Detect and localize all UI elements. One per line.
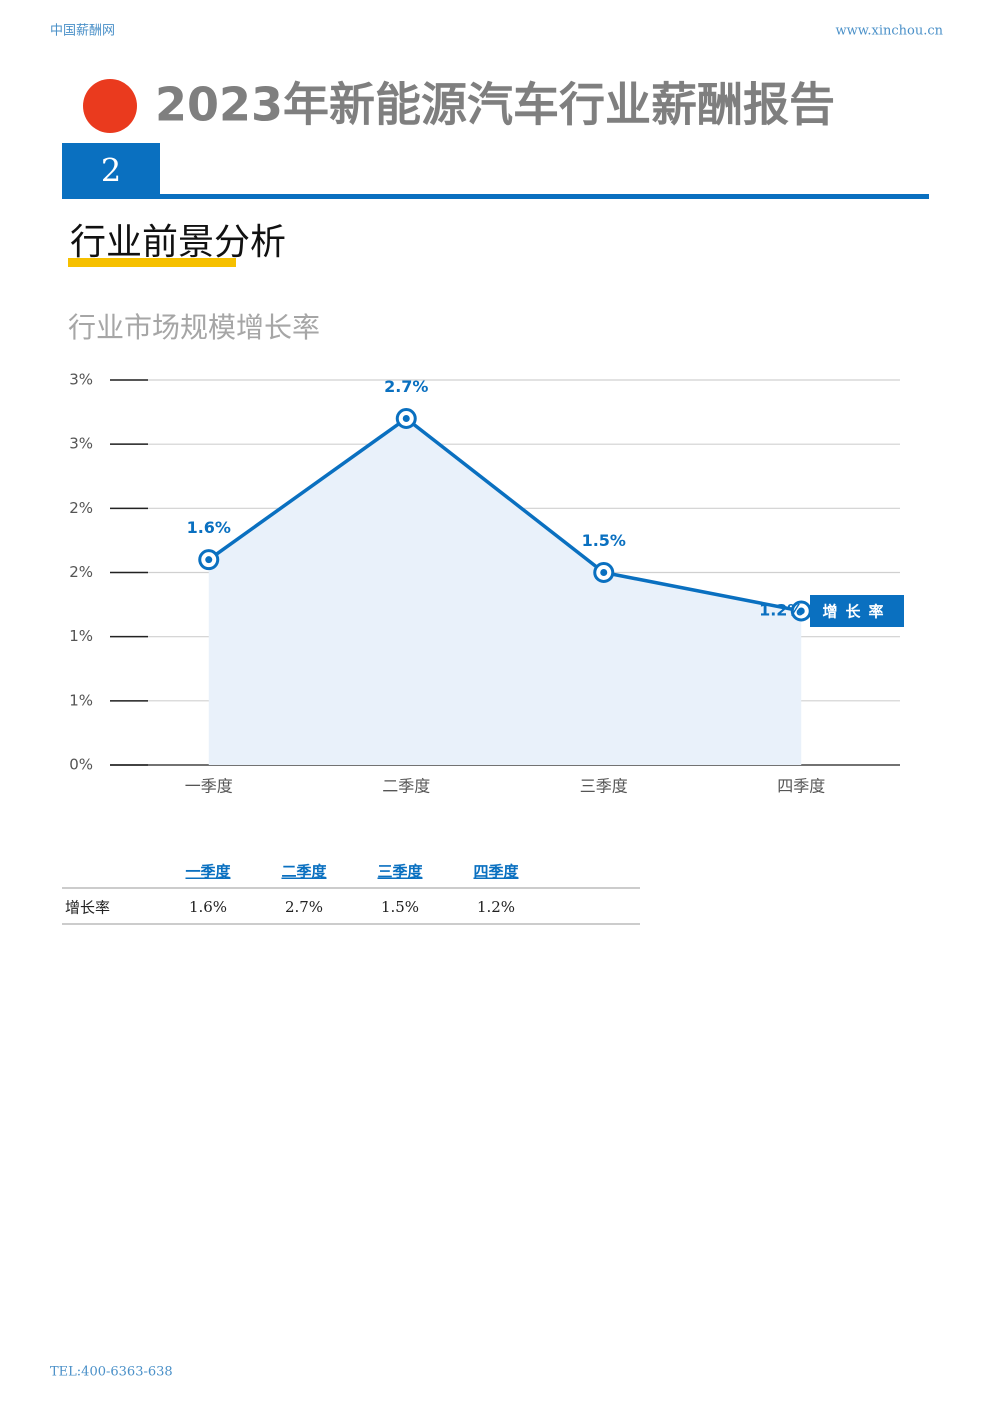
header-right: www.xinchou.cn (836, 24, 944, 39)
data-label: 1.5% (582, 531, 626, 550)
chart-title: 行业市场规模增长率 (68, 311, 320, 344)
section-heading: 行业前景分析 (70, 222, 286, 263)
y-tick-label: 3% (69, 435, 93, 453)
table-cell: 1.6% (189, 898, 227, 916)
line (207, 416, 802, 613)
section-number: 2 (101, 152, 121, 190)
x-tick-label: 二季度 (382, 777, 430, 796)
legend-label: 增长率 (822, 603, 891, 621)
y-tick-label: 1% (69, 691, 93, 709)
marker-dot (205, 556, 213, 564)
title-dot (83, 79, 137, 133)
table-cell: 1.2% (477, 898, 515, 916)
y-tick-label: 0% (69, 756, 93, 774)
table-cell: 1.5% (381, 898, 419, 916)
section-rule (62, 194, 929, 199)
y-tick-label: 2% (69, 499, 93, 517)
legend-box (810, 595, 904, 627)
table-header: 一季度 (185, 863, 231, 881)
y-tick-label: 2% (69, 563, 93, 581)
area (208, 418, 802, 765)
x-tick-label: 三季度 (580, 777, 628, 796)
x-tick-label: 四季度 (777, 777, 825, 796)
marker-dot (797, 607, 805, 615)
table-cell: 增长率 (65, 899, 110, 917)
marker-dot (600, 569, 608, 576)
y-tick-label: 3% (69, 371, 93, 389)
y-tick-label: 1% (69, 627, 93, 645)
chart: 0% 1% 1% 2% 2% 3% 3% 一季度 二季度 三季度 四季度 1.6% 2.7% 1.5% 1.… (69, 371, 904, 796)
marker-dot (402, 415, 410, 422)
section-badge (62, 143, 160, 196)
table-header: 二季度 (281, 863, 327, 881)
heading-underline (68, 258, 236, 267)
data-label: 1.2% (759, 601, 803, 620)
table-cell: 2.7% (285, 898, 323, 916)
page-title: 2023年新能源汽车行业薪酬报告 (155, 78, 835, 132)
table-header: 四季度 (473, 863, 519, 881)
data-label: 2.7% (384, 377, 428, 396)
data-label: 1.6% (187, 518, 231, 537)
footer-tel: TEL:400-6363-638 (50, 1365, 173, 1380)
table-header: 三季度 (377, 863, 423, 881)
header-left: 中国薪酬网 (50, 24, 115, 39)
x-tick-label: 一季度 (185, 777, 233, 796)
